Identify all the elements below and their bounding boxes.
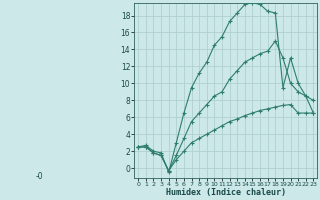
Text: -0: -0 [36,172,43,181]
X-axis label: Humidex (Indice chaleur): Humidex (Indice chaleur) [166,188,286,197]
